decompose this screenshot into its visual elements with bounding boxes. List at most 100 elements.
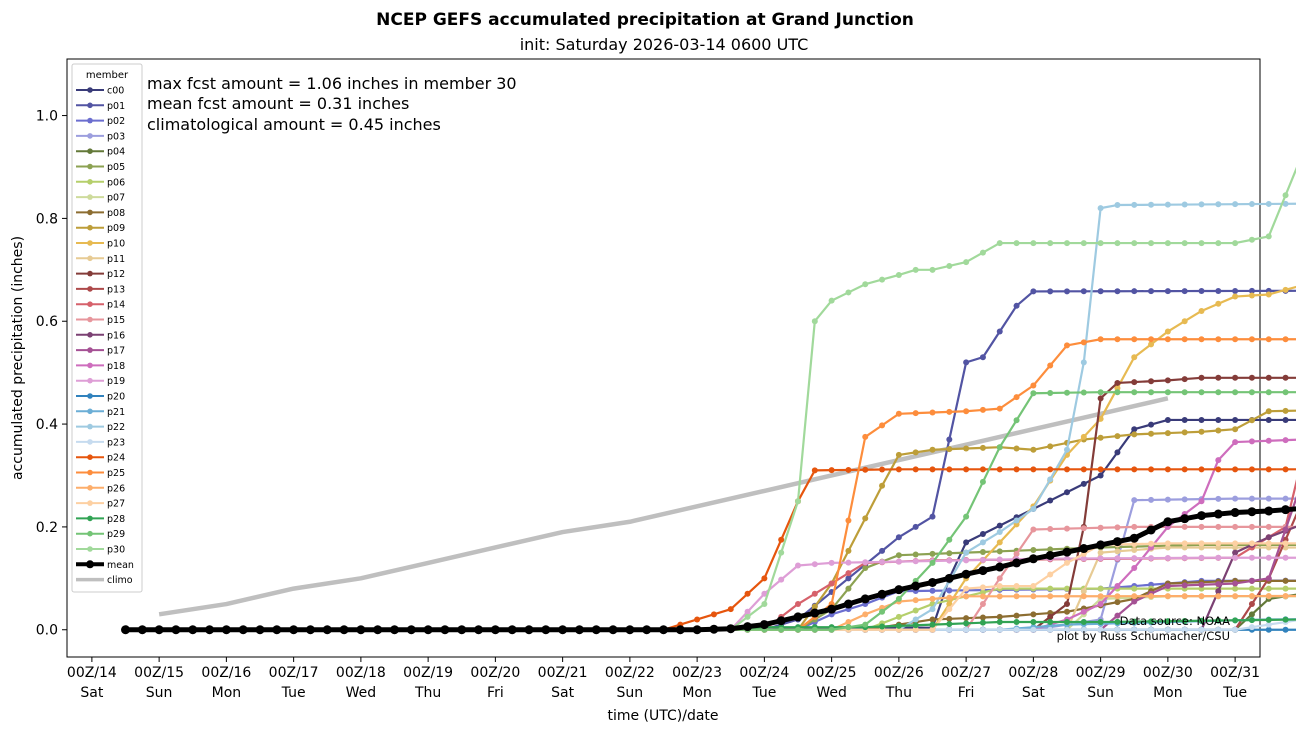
series-p22-point <box>1164 201 1171 208</box>
series-mean-point <box>1180 514 1190 524</box>
series-p30-point <box>1131 240 1138 247</box>
series-p25-point <box>1063 342 1070 349</box>
series-p19-point <box>895 558 902 565</box>
series-mean-point <box>1146 525 1156 535</box>
series-p24-point <box>710 611 717 618</box>
series-p01-point <box>1164 288 1171 295</box>
series-p22-point <box>996 529 1003 536</box>
series-p23-point <box>1080 626 1087 633</box>
y-axis-label: accumulated precipitation (inches) <box>10 236 26 480</box>
series-mean-point <box>608 625 618 635</box>
series-p18-point <box>1097 601 1104 608</box>
series-mean-point <box>1045 550 1055 560</box>
series-p11-point <box>1215 544 1222 551</box>
series-p19-point <box>1114 555 1121 562</box>
series-mean-point <box>390 625 400 635</box>
series-p24-point <box>963 466 970 473</box>
series-mean-point <box>221 625 231 635</box>
series-p22-point <box>1080 359 1087 366</box>
series-p23-point <box>1181 626 1188 633</box>
series-climo-line <box>158 396 1169 617</box>
series-p26-point <box>862 611 869 618</box>
series-p18-point <box>1232 439 1239 446</box>
series-p06-point <box>1097 585 1104 592</box>
max-fcst-annotation: max fcst amount = 1.06 inches in member … <box>147 74 517 93</box>
series-p23-point <box>1265 621 1272 628</box>
series-p28-point <box>963 620 970 627</box>
series-p09-point <box>1114 433 1121 440</box>
legend-item: mean <box>76 560 134 571</box>
series-p27-point <box>1232 540 1239 547</box>
series-p27-point <box>1131 541 1138 548</box>
x-tick-label: 00Z/18 <box>336 665 386 681</box>
series-p28-point <box>1215 617 1222 624</box>
series-p05-point <box>862 565 869 572</box>
x-tick-label: 00Z/30 <box>1143 665 1193 681</box>
series-mean-point <box>373 625 383 635</box>
series-p25-point <box>946 408 953 415</box>
series-p09-point <box>946 446 953 453</box>
series-mean-point <box>154 625 164 635</box>
x-tick-label: 00Z/17 <box>269 665 319 681</box>
legend-swatch-marker <box>87 469 93 476</box>
series-mean-point <box>860 594 870 604</box>
series-p26-point <box>979 593 986 600</box>
series-p15-point <box>1198 523 1205 530</box>
series-p29-point <box>1148 389 1155 396</box>
series-mean-point <box>272 625 282 635</box>
series-p24-point <box>996 466 1003 473</box>
series-p29-point <box>1097 389 1104 396</box>
series-p10-point <box>1198 307 1205 314</box>
series-p30-point <box>879 276 886 283</box>
series-p01-point <box>1148 288 1155 295</box>
series-p10-point <box>1265 291 1272 298</box>
series-p30-point <box>845 289 852 296</box>
climo-annotation: climatological amount = 0.45 inches <box>147 115 441 134</box>
legend-swatch-marker <box>87 546 93 552</box>
series-mean-point <box>810 608 820 618</box>
legend-item: c00 <box>76 86 124 97</box>
legend-label: p21 <box>107 407 125 418</box>
legend-item: p23 <box>76 437 125 448</box>
series-p29-line <box>125 391 1296 631</box>
series-mean-point <box>877 589 887 599</box>
series-p13-point <box>1248 601 1255 608</box>
series-p19-point <box>879 558 886 565</box>
series-p27-point <box>1282 540 1289 547</box>
legend-label: p23 <box>107 437 125 448</box>
series-p01-point <box>929 513 936 520</box>
source-credit: Data source: NOAA plot by Russ Schumache… <box>1057 614 1230 643</box>
series-mean-point <box>457 625 467 635</box>
x-tick-label: 00Z/26 <box>874 665 924 681</box>
series-p09-point <box>1013 445 1020 452</box>
series-p26-point <box>1164 593 1171 600</box>
series-p30-point <box>929 266 936 273</box>
legend-item: p21 <box>76 407 125 418</box>
legend-swatch-marker <box>87 377 93 384</box>
series-p10-point <box>1181 318 1188 325</box>
series-p03-point <box>1181 496 1188 503</box>
plot-area: 00Z/14 Sat 00Z/15 Sun 00Z/16 Mon 00Z/17 Tue 00Z/… <box>36 58 1296 701</box>
series-p23-point <box>1097 626 1104 633</box>
legend-item: p25 <box>76 468 125 479</box>
series-p24-point <box>1131 466 1138 473</box>
series-p24-point <box>1030 466 1037 473</box>
legend-item: p10 <box>76 239 125 250</box>
legend-items: c00 p01 p02 p03 p04 p05 p06 p07 p08 p09 p10 p11 p12 p… <box>76 86 134 586</box>
legend-swatch-marker <box>87 179 93 185</box>
series-p27-point <box>979 584 986 591</box>
legend-label: p16 <box>107 330 125 341</box>
series-p01-point <box>1198 288 1205 295</box>
series-p28-point <box>1265 616 1272 623</box>
series-p19-point <box>1232 554 1239 561</box>
series-p18-point <box>1114 583 1121 590</box>
series-p28-point <box>1232 617 1239 624</box>
series-p15-point <box>1047 526 1054 533</box>
series-p27-point <box>1164 540 1171 547</box>
series-p26-point <box>1047 593 1054 600</box>
series-p25-point <box>1047 362 1054 369</box>
series-p19-point <box>1215 554 1222 561</box>
series-p29-point <box>963 513 970 520</box>
series-p24-point <box>1148 466 1155 473</box>
series-mean-point <box>188 625 198 635</box>
